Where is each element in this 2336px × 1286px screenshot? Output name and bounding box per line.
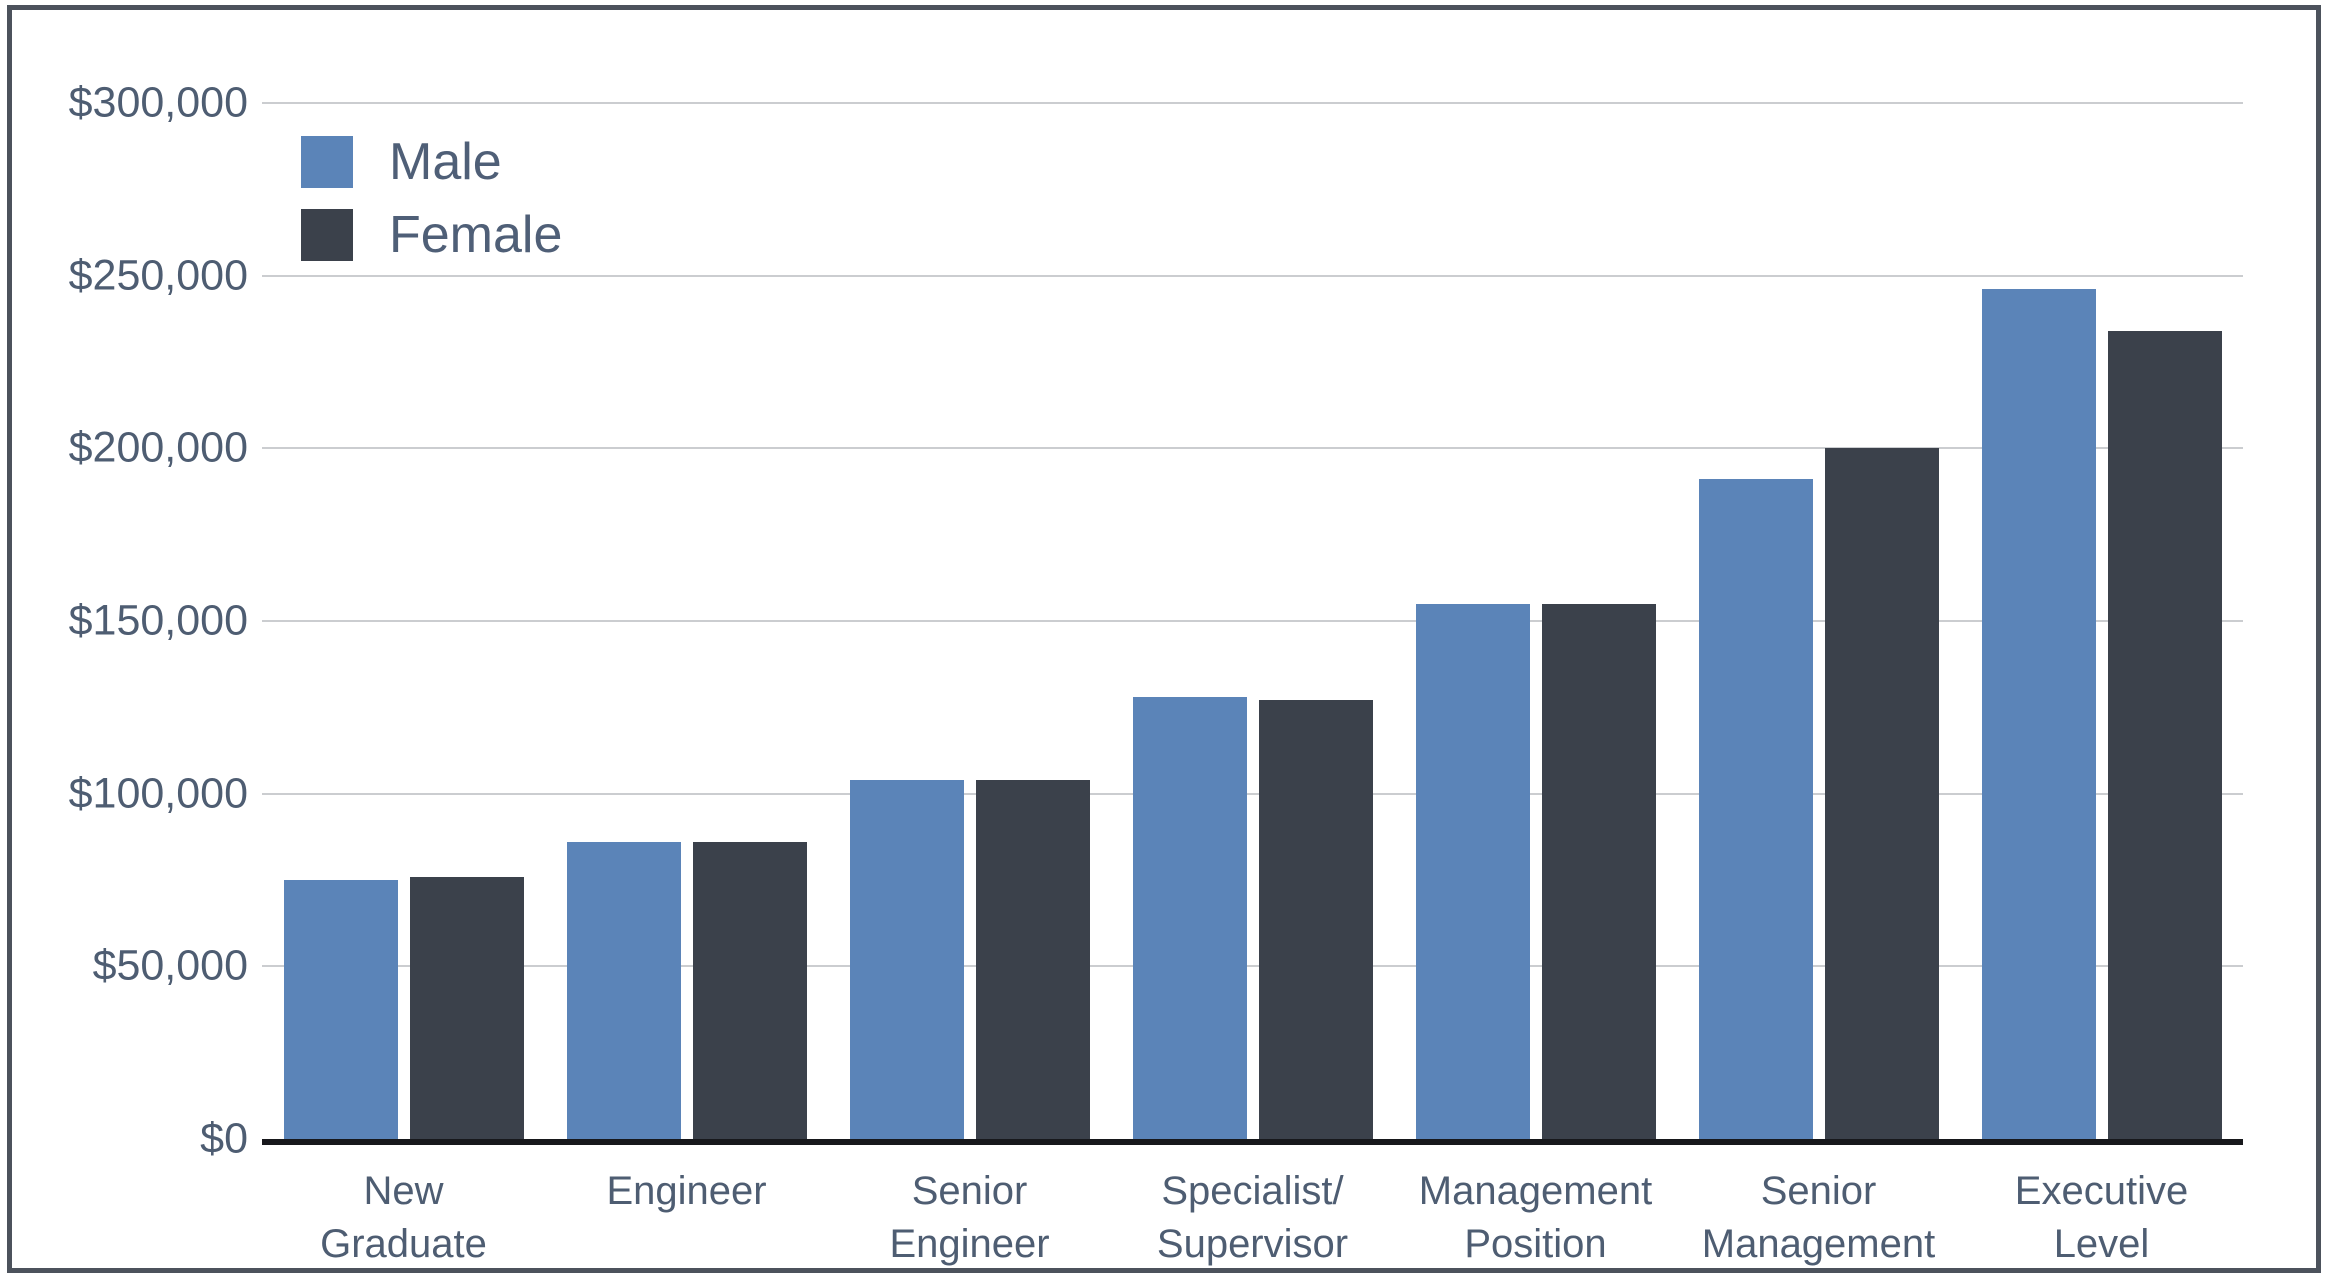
bar-female-5 <box>1824 448 1939 1139</box>
chart-frame: $0 $50,000 $100,000 $150,000 $200,000 $250,00… <box>7 5 2321 1273</box>
gridline <box>262 102 2243 104</box>
x-tick-label: Senior Management <box>1701 1169 1936 1266</box>
bar-female-1 <box>692 842 807 1139</box>
y-tick-label: $300,000 <box>68 78 248 127</box>
bar-male-1 <box>566 842 681 1139</box>
x-tick-label: Engineer <box>606 1169 767 1213</box>
bar-female-6 <box>2107 330 2222 1139</box>
bar-male-5 <box>1698 479 1813 1139</box>
bar-male-3 <box>1132 696 1247 1139</box>
legend: Male Female <box>301 132 562 278</box>
legend-item-male: Male <box>301 132 562 192</box>
y-tick-label: $150,000 <box>68 596 248 645</box>
y-tick-label: $250,000 <box>68 251 248 300</box>
x-tick-label: Executive Level <box>2014 1169 2189 1266</box>
x-tick-label: New Graduate <box>320 1169 487 1266</box>
gridline <box>262 965 2243 968</box>
legend-item-female: Female <box>301 205 562 265</box>
bar-male-2 <box>849 779 964 1139</box>
bar-male-0 <box>283 880 398 1139</box>
bar-male-6 <box>1981 289 2096 1139</box>
bar-female-0 <box>409 876 524 1139</box>
y-tick-label: $0 <box>200 1114 248 1163</box>
x-tick-label: Management Position <box>1418 1169 1653 1266</box>
bar-male-4 <box>1415 603 1530 1139</box>
bar-female-2 <box>975 779 1090 1139</box>
legend-swatch-male-icon <box>301 136 353 188</box>
y-tick-label: $50,000 <box>92 941 248 990</box>
bar-female-3 <box>1258 700 1373 1139</box>
y-tick-label: $100,000 <box>68 769 248 818</box>
x-axis-line <box>262 1139 2243 1145</box>
gridline <box>262 447 2243 450</box>
x-tick-label: Specialist/ Supervisor <box>1156 1169 1349 1266</box>
gridline <box>262 274 2243 277</box>
x-tick-label: Senior Engineer <box>889 1169 1050 1266</box>
bar-female-4 <box>1541 603 1656 1139</box>
legend-label-female: Female <box>389 206 563 264</box>
plot-area: $0 $50,000 $100,000 $150,000 $200,000 $250,00… <box>69 79 2243 1266</box>
legend-label-male: Male <box>389 133 502 191</box>
gridline <box>262 792 2243 795</box>
legend-swatch-female-icon <box>301 209 353 261</box>
y-tick-label: $200,000 <box>68 423 248 472</box>
gridline <box>262 620 2243 622</box>
